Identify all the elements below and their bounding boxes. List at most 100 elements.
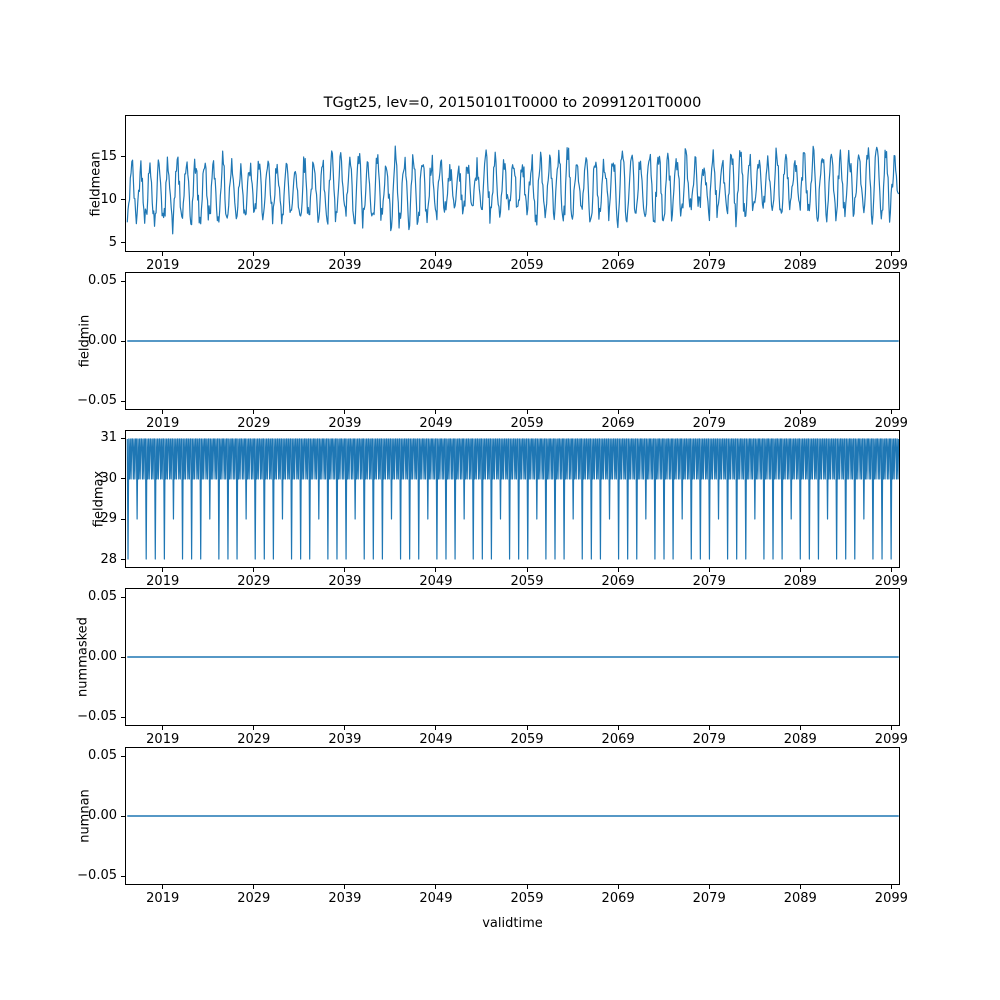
- x-tick-mark: [526, 410, 528, 414]
- y-tick-mark: [121, 656, 125, 658]
- subplot-fieldmax-series: [126, 438, 899, 560]
- x-tick-label: 2049: [419, 574, 453, 589]
- x-tick-label: 2089: [783, 732, 817, 747]
- x-tick-label: 2049: [419, 732, 453, 747]
- x-axis-label: validtime: [482, 916, 543, 931]
- x-tick-label: 2099: [874, 891, 908, 906]
- x-tick-mark: [617, 568, 619, 572]
- x-tick-label: 2099: [874, 574, 908, 589]
- x-tick-label: 2019: [146, 416, 180, 431]
- y-tick-label: −0.05: [77, 709, 117, 724]
- x-tick-mark: [162, 410, 164, 414]
- y-tick-mark: [121, 156, 125, 158]
- y-tick-mark: [121, 280, 125, 282]
- y-tick-label: 30: [100, 470, 117, 486]
- x-tick-label: 2069: [601, 416, 635, 431]
- y-tick-label: 28: [100, 551, 117, 567]
- x-tick-label: 2079: [692, 574, 726, 589]
- subplot-fieldmean-plot-area: [125, 115, 900, 252]
- x-tick-mark: [162, 568, 164, 572]
- x-tick-mark: [799, 252, 801, 256]
- x-tick-label: 2029: [237, 891, 271, 906]
- y-tick-mark: [121, 242, 125, 244]
- x-tick-mark: [344, 885, 346, 889]
- x-tick-mark: [162, 726, 164, 730]
- y-tick-label: 10: [100, 191, 117, 207]
- x-tick-label: 2099: [874, 732, 908, 747]
- x-tick-label: 2089: [783, 891, 817, 906]
- y-tick-label: 31: [100, 430, 117, 446]
- subplot-fieldmin-plot-area: [125, 272, 900, 410]
- x-tick-label: 2039: [328, 891, 362, 906]
- x-tick-mark: [253, 568, 255, 572]
- x-tick-mark: [526, 726, 528, 730]
- y-tick-label: 15: [100, 148, 117, 164]
- y-tick-label: −0.05: [77, 868, 117, 883]
- y-tick-label: 0.00: [88, 333, 117, 348]
- x-tick-mark: [344, 726, 346, 730]
- x-tick-mark: [890, 568, 892, 572]
- x-tick-label: 2039: [328, 258, 362, 273]
- y-tick-label: 0.05: [88, 589, 117, 604]
- x-tick-mark: [890, 252, 892, 256]
- y-tick-mark: [121, 559, 125, 561]
- y-tick-mark: [121, 596, 125, 598]
- x-tick-label: 2079: [692, 891, 726, 906]
- x-tick-mark: [162, 885, 164, 889]
- y-tick-mark: [121, 199, 125, 201]
- x-tick-label: 2069: [601, 891, 635, 906]
- x-tick-label: 2039: [328, 732, 362, 747]
- y-tick-label: −0.05: [77, 393, 117, 408]
- y-tick-mark: [121, 815, 125, 817]
- x-tick-label: 2039: [328, 416, 362, 431]
- x-tick-mark: [617, 252, 619, 256]
- x-tick-mark: [344, 252, 346, 256]
- x-tick-mark: [799, 726, 801, 730]
- x-tick-mark: [253, 252, 255, 256]
- x-tick-label: 2029: [237, 416, 271, 431]
- x-tick-label: 2069: [601, 574, 635, 589]
- x-tick-mark: [617, 410, 619, 414]
- x-tick-mark: [253, 726, 255, 730]
- x-tick-mark: [708, 252, 710, 256]
- y-tick-label: 0.05: [88, 748, 117, 763]
- x-tick-label: 2089: [783, 574, 817, 589]
- x-tick-mark: [526, 885, 528, 889]
- x-tick-mark: [344, 568, 346, 572]
- y-tick-mark: [121, 755, 125, 757]
- x-tick-mark: [799, 568, 801, 572]
- x-tick-label: 2059: [510, 416, 544, 431]
- y-tick-mark: [121, 340, 125, 342]
- y-tick-label: 0.00: [88, 808, 117, 823]
- x-tick-label: 2059: [510, 891, 544, 906]
- x-tick-mark: [344, 410, 346, 414]
- subplot-nummasked-plot-area: [125, 588, 900, 726]
- x-tick-label: 2029: [237, 258, 271, 273]
- x-tick-mark: [435, 726, 437, 730]
- x-tick-label: 2049: [419, 891, 453, 906]
- x-tick-mark: [435, 252, 437, 256]
- x-tick-mark: [435, 885, 437, 889]
- x-tick-label: 2099: [874, 416, 908, 431]
- y-tick-mark: [121, 875, 125, 877]
- x-tick-mark: [435, 410, 437, 414]
- x-tick-mark: [890, 885, 892, 889]
- subplot-nummasked-series: [127, 656, 899, 658]
- x-tick-label: 2059: [510, 732, 544, 747]
- x-tick-label: 2019: [146, 891, 180, 906]
- x-tick-mark: [799, 885, 801, 889]
- x-tick-mark: [253, 410, 255, 414]
- x-tick-mark: [435, 568, 437, 572]
- x-tick-label: 2049: [419, 258, 453, 273]
- x-tick-label: 2089: [783, 416, 817, 431]
- x-tick-mark: [526, 252, 528, 256]
- subplot-numnan-plot-area: [125, 747, 900, 885]
- y-tick-label: 0.05: [88, 273, 117, 288]
- x-tick-label: 2039: [328, 574, 362, 589]
- x-tick-mark: [890, 726, 892, 730]
- x-tick-label: 2079: [692, 732, 726, 747]
- x-tick-label: 2029: [237, 574, 271, 589]
- y-tick-mark: [121, 478, 125, 480]
- x-tick-label: 2079: [692, 416, 726, 431]
